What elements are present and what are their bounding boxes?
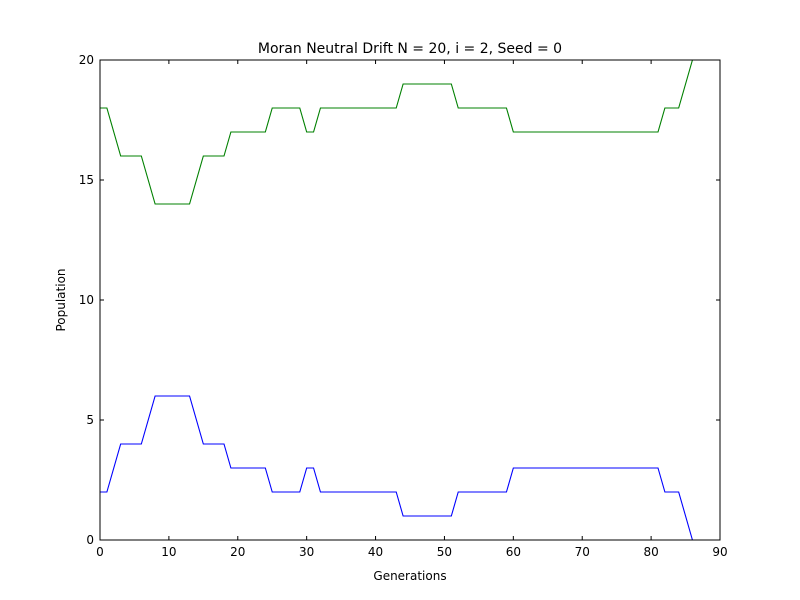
y-tick-label: 15 — [79, 173, 94, 187]
y-tick-label: 0 — [86, 533, 94, 547]
x-tick-label: 90 — [712, 545, 727, 559]
x-tick-label: 40 — [368, 545, 383, 559]
x-axis-label: Generations — [373, 569, 446, 583]
x-tick-label: 70 — [575, 545, 590, 559]
y-axis-ticks: 0 5 10 15 20 — [79, 53, 720, 547]
x-tick-label: 80 — [643, 545, 658, 559]
x-tick-label: 60 — [506, 545, 521, 559]
y-tick-label: 10 — [79, 293, 94, 307]
x-tick-label: 20 — [230, 545, 245, 559]
chart-title: Moran Neutral Drift N = 20, i = 2, Seed … — [258, 41, 562, 57]
series-line-2 — [100, 59, 693, 205]
x-tick-label: 10 — [161, 545, 176, 559]
x-tick-label: 30 — [299, 545, 314, 559]
y-axis-label: Population — [54, 268, 68, 331]
x-tick-label: 50 — [437, 545, 452, 559]
y-tick-label: 20 — [79, 53, 94, 67]
x-axis-ticks: 0 10 20 30 40 50 60 70 80 90 — [96, 60, 728, 559]
series-layer — [100, 59, 693, 541]
x-tick-label: 0 — [96, 545, 104, 559]
series-line-1 — [100, 395, 693, 541]
y-tick-label: 5 — [86, 413, 94, 427]
